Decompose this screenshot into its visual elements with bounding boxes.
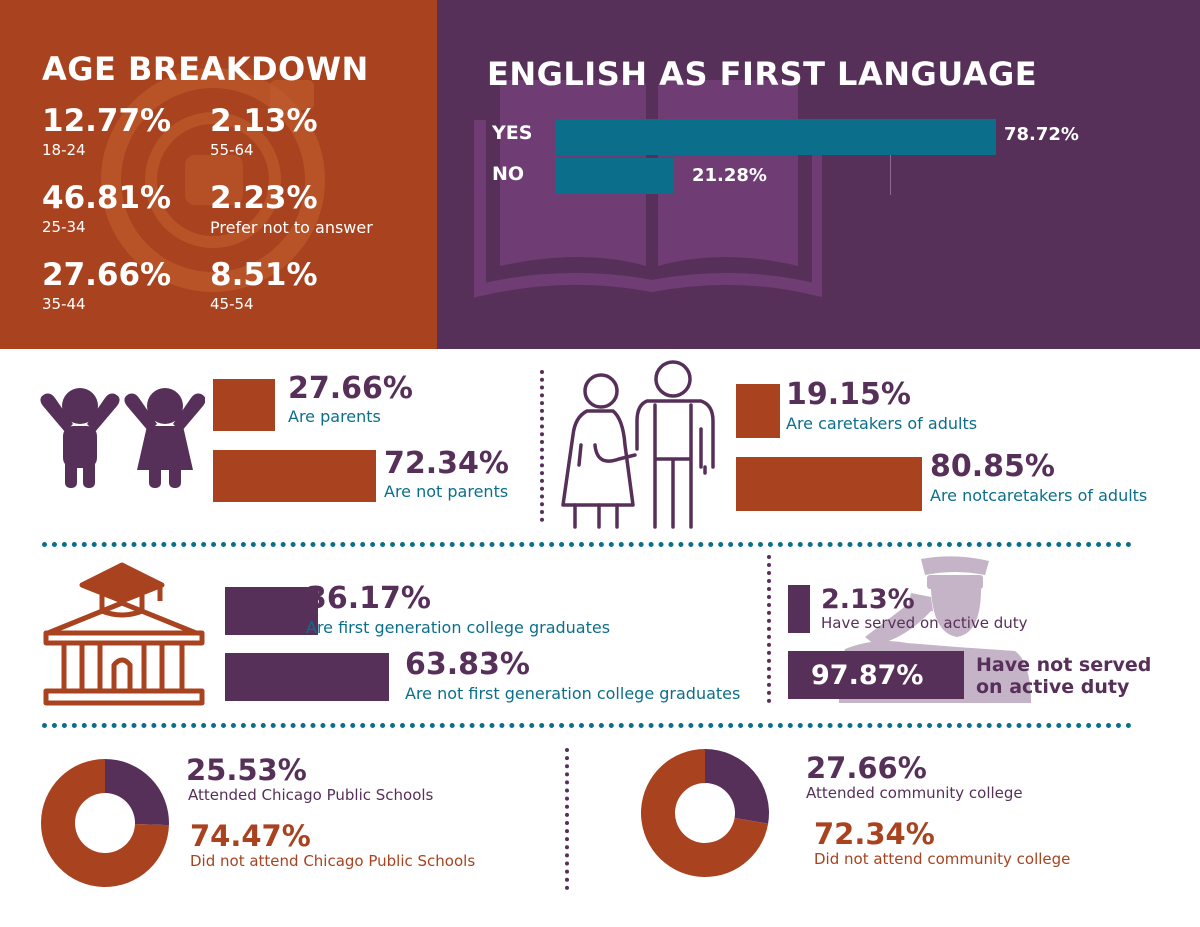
parents-stat: 27.66% Are parents: [288, 371, 413, 427]
not-served-label-line1: Have not served: [976, 654, 1152, 676]
age-item: 46.81% 25-34: [42, 183, 171, 235]
age-item: 12.77% 18-24: [42, 106, 171, 158]
caretaker-icon: [561, 360, 715, 529]
age-breakdown-panel: AGE BREAKDOWN 12.77% 18-24 2.13% 55-64 4…: [0, 0, 437, 349]
served-bar: [788, 585, 810, 633]
age-label: 45-54: [210, 295, 254, 313]
not-caretakers-stat: 80.85% Are notcaretakers of adults: [930, 449, 1148, 506]
cc-not-attended-pct: 72.34%: [814, 817, 935, 851]
english-yes-value: 78.72%: [1004, 124, 1079, 145]
divider-vertical: [540, 370, 544, 522]
english-no-value: 21.28%: [692, 165, 767, 186]
age-icon: [101, 68, 325, 292]
age-title: AGE BREAKDOWN: [42, 50, 369, 88]
served-pct: 2.13%: [821, 584, 915, 615]
english-yes-label: YES: [492, 122, 533, 144]
cps-attended-stat: 25.53% Attended Chicago Public Schools: [186, 753, 434, 805]
not-caretakers-label: Are notcaretakers of adults: [930, 486, 1148, 505]
age-item: 2.13% 55-64: [210, 106, 318, 158]
cps-not-attended-pct: 74.47%: [190, 819, 311, 853]
age-label: 35-44: [42, 295, 86, 313]
not-caretakers-pct: 80.85%: [930, 449, 1055, 484]
divider-vertical: [767, 555, 771, 703]
english-yes-bar: [555, 119, 996, 155]
cc-attended-pct: 27.66%: [806, 751, 927, 785]
age-pct: 8.51%: [210, 257, 318, 293]
not-served-label: Have not served on active duty: [976, 654, 1151, 698]
divider-horizontal: [42, 723, 1132, 728]
cps-attended-pct: 25.53%: [186, 753, 307, 787]
first-gen-stat: 36.17% Are first generation college grad…: [306, 581, 611, 638]
caretakers-bar: [736, 384, 780, 438]
english-title: ENGLISH AS FIRST LANGUAGE: [487, 55, 1038, 93]
age-label: Prefer not to answer: [210, 218, 373, 237]
parents-label: Are parents: [288, 407, 381, 426]
parents-bar: [213, 379, 275, 431]
caretakers-pct: 19.15%: [786, 377, 911, 412]
caretakers-label: Are caretakers of adults: [786, 414, 978, 433]
divider-vertical: [565, 748, 569, 890]
cc-not-attended-stat: 72.34% Did not attend community college: [814, 817, 1071, 869]
cps-not-attended-stat: 74.47% Did not attend Chicago Public Sch…: [190, 819, 476, 871]
not-caretakers-bar: [736, 457, 922, 511]
first-gen-pct: 36.17%: [306, 581, 431, 616]
cc-slice-not-attended: [641, 749, 769, 877]
age-label: 25-34: [42, 218, 86, 236]
age-label: 18-24: [42, 141, 86, 159]
age-pct: 2.23%: [210, 180, 318, 216]
age-pct: 27.66%: [42, 257, 172, 293]
cps-not-attended-label: Did not attend Chicago Public Schools: [190, 852, 476, 870]
not-served-bar: [788, 651, 964, 699]
english-no-label: NO: [492, 163, 525, 185]
children-icon: [40, 388, 205, 488]
not-first-gen-bar: [225, 653, 389, 701]
not-served-pct: 97.87%: [811, 660, 924, 691]
parents-pct: 27.66%: [288, 371, 413, 406]
age-item: 27.66% 35-44: [42, 260, 171, 312]
age-pct: 2.13%: [210, 103, 318, 139]
age-pct: 12.77%: [42, 103, 172, 139]
not-first-gen-pct: 63.83%: [405, 647, 530, 682]
not-first-gen-stat: 63.83% Are not first generation college …: [405, 647, 741, 704]
cc-not-attended-label: Did not attend community college: [814, 850, 1071, 868]
english-no-bar: [555, 158, 674, 194]
served-label: Have served on active duty: [821, 614, 1028, 632]
cps-slice-attended: [105, 759, 169, 826]
cc-attended-label: Attended community college: [806, 784, 1023, 802]
caretakers-stat: 19.15% Are caretakers of adults: [786, 377, 978, 434]
age-label: 55-64: [210, 141, 254, 159]
university-icon: [43, 562, 205, 706]
not-parents-stat: 72.34% Are not parents: [384, 446, 509, 502]
english-first-language-panel: ENGLISH AS FIRST LANGUAGE YES 78.72% NO …: [437, 0, 1200, 349]
first-gen-label: Are first generation college graduates: [306, 618, 611, 637]
community-college-donut-chart: [641, 749, 770, 877]
not-parents-bar: [213, 450, 376, 502]
age-item: 8.51% 45-54: [210, 260, 318, 312]
first-gen-bar: [225, 587, 318, 635]
not-served-label-line2: on active duty: [976, 676, 1130, 698]
cps-donut-chart: [40, 759, 169, 887]
age-pct: 46.81%: [42, 180, 172, 216]
not-parents-pct: 72.34%: [384, 446, 509, 481]
cc-attended-stat: 27.66% Attended community college: [806, 751, 1023, 803]
cps-slice-not-attended: [40, 759, 169, 887]
not-first-gen-label: Are not first generation college graduat…: [405, 684, 741, 703]
divider-horizontal: [42, 542, 1132, 547]
cps-attended-label: Attended Chicago Public Schools: [188, 786, 434, 804]
cc-slice-attended: [705, 749, 770, 824]
not-parents-label: Are not parents: [384, 482, 509, 501]
age-item: 2.23% Prefer not to answer: [210, 183, 373, 236]
bar-gridline: [890, 125, 891, 195]
served-stat: 2.13% Have served on active duty: [821, 586, 1028, 632]
